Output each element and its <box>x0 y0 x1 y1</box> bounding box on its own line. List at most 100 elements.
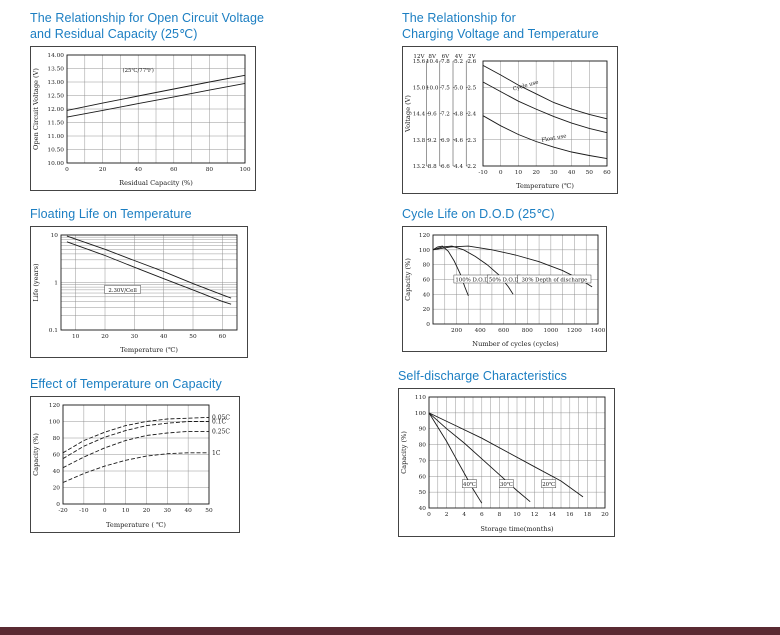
chart-title-cycle-life: Cycle Life on D.O.D (25℃) <box>402 207 555 221</box>
charging-voltage-temperature-plot: -10 0 10 20 30 40 50 60 Temperature (℃) Voltage (… <box>404 54 611 190</box>
svg-text:0: 0 <box>56 502 60 508</box>
svg-text:14: 14 <box>549 512 557 518</box>
chart-title-charging-voltage: The Relationship for Charging Voltage an… <box>402 11 599 41</box>
svg-text:Capacity (%): Capacity (%) <box>32 433 40 476</box>
svg-text:8.8: 8.8 <box>428 164 437 170</box>
svg-text:10.50: 10.50 <box>47 148 64 154</box>
svg-text:2.3: 2.3 <box>467 138 476 144</box>
chart-frame-charging-voltage: -10 0 10 20 30 40 50 60 Temperature (℃) Voltage (… <box>402 46 618 194</box>
svg-text:-20: -20 <box>58 508 68 514</box>
chart-frame-temperature-capacity: 0.05C 0.1C 0.25C 1C -20 -10 0 10 20 30 40 50 0 20 40 60… <box>30 396 240 533</box>
svg-text:7.5: 7.5 <box>441 85 450 91</box>
svg-text:4: 4 <box>462 512 466 518</box>
svg-text:14.4: 14.4 <box>413 112 426 118</box>
chart-frame-ocv-residual: 0 20 40 60 80 100 10.00 10.50 11.00 11.50 12.00 12.… <box>30 46 256 191</box>
svg-text:Temperature (℃): Temperature (℃) <box>120 346 178 354</box>
svg-text:20: 20 <box>53 486 61 492</box>
svg-text:20℃: 20℃ <box>542 482 555 488</box>
svg-text:4.4: 4.4 <box>454 164 463 170</box>
svg-text:5.2: 5.2 <box>454 59 463 65</box>
svg-text:0.05C: 0.05C <box>212 414 230 421</box>
chart-section-cycle-life: Cycle Life on D.O.D (25℃) 200 400 600 800 10… <box>402 206 607 357</box>
svg-text:5.0: 5.0 <box>454 85 463 91</box>
svg-text:6.6: 6.6 <box>441 164 450 170</box>
svg-text:10: 10 <box>513 512 521 518</box>
svg-text:20: 20 <box>423 307 431 313</box>
svg-text:10.00: 10.00 <box>47 161 64 167</box>
svg-text:60: 60 <box>219 334 227 340</box>
self-discharge-plot: 0 2 4 6 8 10 12 14 16 18 20 40 50 60 70 80 90 100 110 Stora… <box>400 395 609 533</box>
svg-text:Temperature ( ℃): Temperature ( ℃) <box>106 521 166 529</box>
svg-text:50: 50 <box>189 334 197 340</box>
svg-text:12.00: 12.00 <box>47 107 64 113</box>
svg-text:-10: -10 <box>478 170 488 176</box>
svg-text:6V: 6V <box>442 54 451 60</box>
svg-text:60: 60 <box>419 474 427 480</box>
svg-text:2.5: 2.5 <box>467 85 476 91</box>
svg-text:40: 40 <box>160 334 168 340</box>
svg-text:600: 600 <box>498 328 509 334</box>
svg-text:12V: 12V <box>413 54 425 60</box>
svg-text:30: 30 <box>550 170 558 176</box>
floating-life-temperature-plot: 10 20 30 40 50 60 10 1 0.1 Temperature (℃) Life (y… <box>32 233 238 354</box>
svg-text:50: 50 <box>586 170 594 176</box>
svg-text:2.2: 2.2 <box>467 164 476 170</box>
chart-frame-floating-life: 10 20 30 40 50 60 10 1 0.1 Temperature (℃) Life (y… <box>30 226 248 358</box>
svg-text:200: 200 <box>451 328 462 334</box>
svg-text:9.6: 9.6 <box>428 112 437 118</box>
svg-text:1400: 1400 <box>591 328 606 334</box>
svg-text:100: 100 <box>239 167 250 173</box>
svg-text:7.8: 7.8 <box>441 59 450 65</box>
svg-text:20: 20 <box>101 334 109 340</box>
svg-text:4.8: 4.8 <box>454 112 463 118</box>
svg-text:400: 400 <box>475 328 486 334</box>
svg-text:Float use: Float use <box>541 133 567 143</box>
svg-text:1200: 1200 <box>567 328 582 334</box>
svg-text:80: 80 <box>423 263 431 269</box>
svg-text:11.00: 11.00 <box>47 134 64 140</box>
svg-text:40: 40 <box>184 508 192 514</box>
svg-text:10.0: 10.0 <box>426 85 439 91</box>
svg-text:15.0: 15.0 <box>413 85 426 91</box>
svg-text:40: 40 <box>53 469 61 475</box>
svg-text:30: 30 <box>131 334 139 340</box>
svg-text:1: 1 <box>54 281 58 287</box>
svg-text:50% D.O.D: 50% D.O.D <box>489 278 519 284</box>
svg-text:40: 40 <box>568 170 576 176</box>
svg-text:110: 110 <box>415 395 426 401</box>
svg-text:13.8: 13.8 <box>413 138 426 144</box>
svg-text:Open Circuit Voltage (V): Open Circuit Voltage (V) <box>32 68 40 150</box>
svg-text:Voltage (V): Voltage (V) <box>404 95 412 133</box>
svg-text:60: 60 <box>603 170 611 176</box>
svg-text:13.2: 13.2 <box>413 164 426 170</box>
svg-text:Number of cycles (cycles): Number of cycles (cycles) <box>472 340 559 348</box>
svg-text:2.6: 2.6 <box>467 59 476 65</box>
chart-section-charging-voltage: The Relationship for Charging Voltage an… <box>402 10 618 199</box>
chart-title-self-discharge: Self-discharge Characteristics <box>398 369 568 383</box>
svg-text:2: 2 <box>445 512 449 518</box>
svg-text:1000: 1000 <box>543 328 558 334</box>
svg-text:0: 0 <box>499 170 503 176</box>
svg-text:1C: 1C <box>212 450 221 457</box>
svg-text:0: 0 <box>103 508 107 514</box>
svg-text:10: 10 <box>515 170 523 176</box>
chart-title-ocv-residual: The Relationship for Open Circuit Voltag… <box>30 11 265 41</box>
svg-text:Life (years): Life (years) <box>32 263 40 302</box>
svg-text:100: 100 <box>49 420 60 426</box>
svg-text:30: 30 <box>164 508 172 514</box>
svg-text:18: 18 <box>584 512 592 518</box>
svg-text:10.4: 10.4 <box>426 59 439 65</box>
svg-text:50: 50 <box>205 508 213 514</box>
svg-text:2V: 2V <box>468 54 477 60</box>
svg-text:13.00: 13.00 <box>47 80 64 86</box>
svg-text:20: 20 <box>532 170 540 176</box>
svg-text:7.2: 7.2 <box>441 112 450 118</box>
svg-text:Cycle use: Cycle use <box>512 80 539 93</box>
svg-text:15.6: 15.6 <box>413 59 426 65</box>
svg-text:14.00: 14.00 <box>47 53 64 59</box>
svg-text:2.30V/Cell: 2.30V/Cell <box>108 288 137 294</box>
svg-text:100: 100 <box>415 411 426 417</box>
ocv-residual-capacity-plot: 0 20 40 60 80 100 10.00 10.50 11.00 11.50 12.00 12.… <box>32 53 251 187</box>
chart-frame-cycle-life: 200 400 600 800 1000 1200 1400 0 20 40 60 80 100 120 N… <box>402 226 607 352</box>
